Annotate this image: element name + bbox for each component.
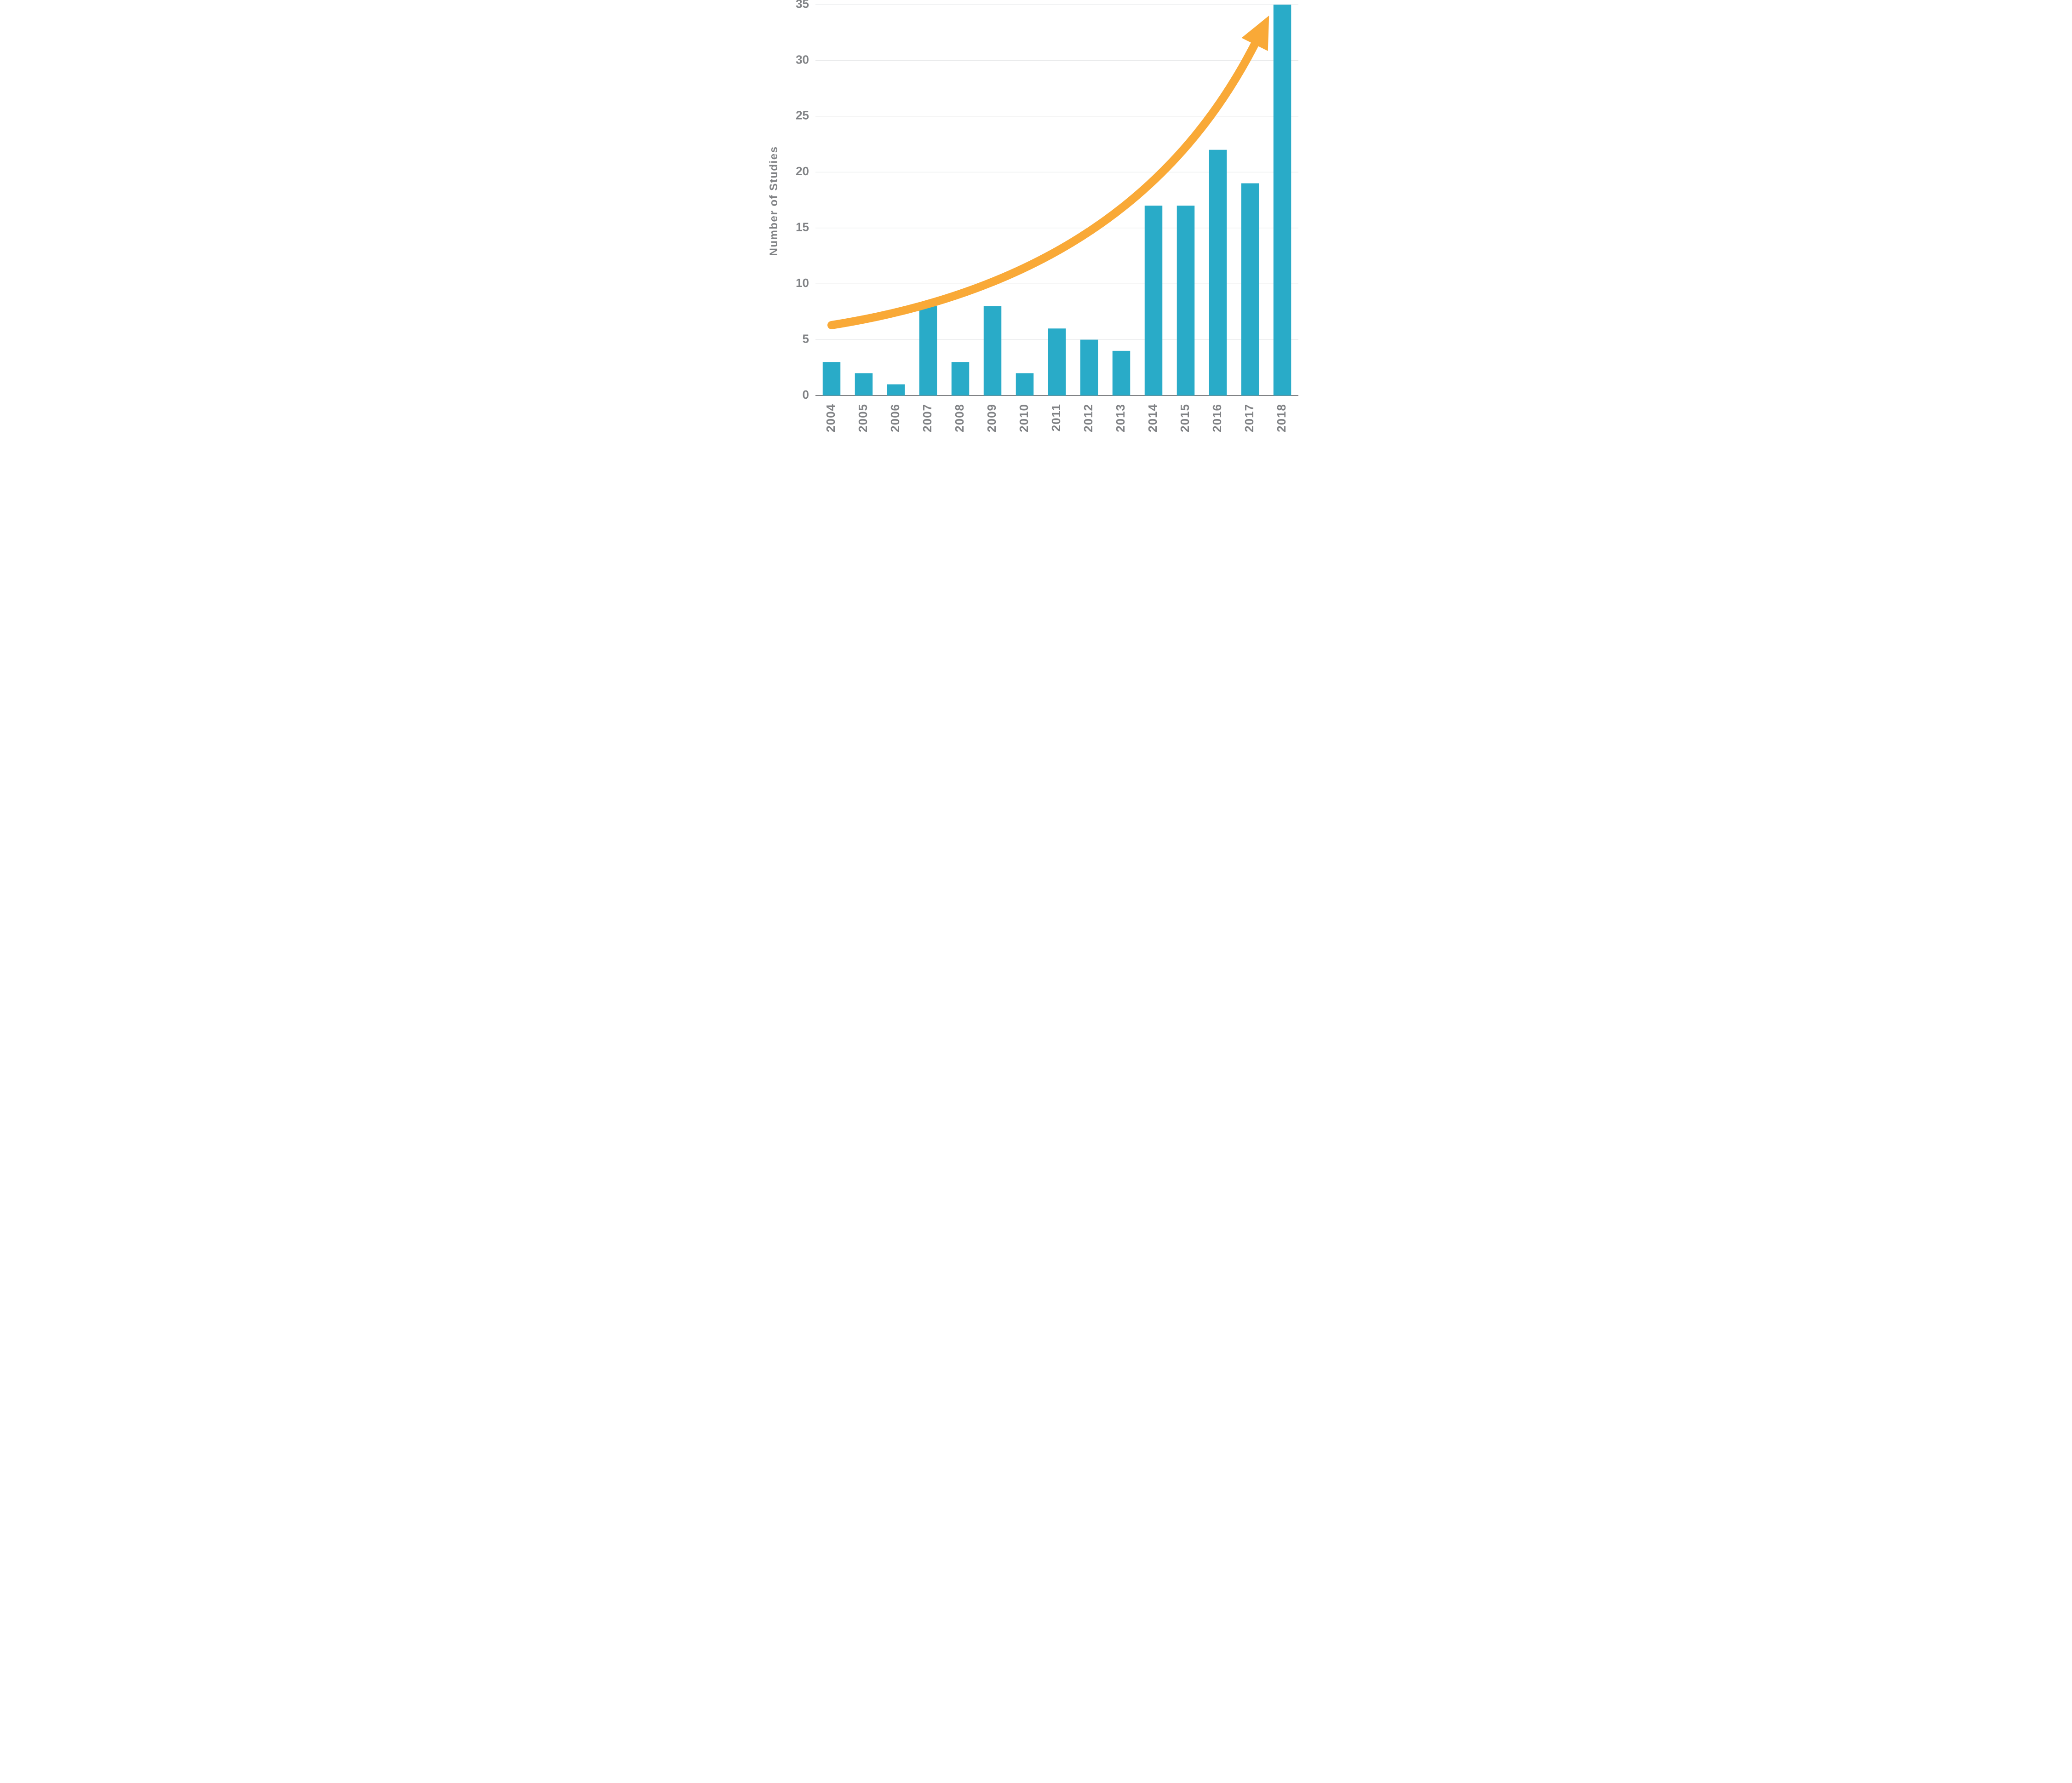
y-tick-label: 30 [796,52,809,66]
bar [983,306,1001,396]
bar [951,362,969,396]
x-tick-label: 2016 [1210,404,1223,432]
x-tick-label: 2012 [1081,404,1095,432]
bar-chart: 0 5 10 15 20 25 30 35 2004 2005 2006 2007 2008 2009 20… [765,0,1308,467]
bar [1144,206,1162,396]
bar [887,384,905,396]
y-tick-label: 20 [796,164,809,178]
bar [1048,328,1066,396]
x-tick-label: 2018 [1274,404,1288,432]
x-tick-label: 2007 [920,404,934,432]
chart-container: Number of Studies 0510152025303520042005… [765,0,1308,467]
bar [1080,340,1098,396]
bar [1177,206,1194,396]
y-tick-label: 0 [802,388,809,401]
bar [1273,5,1291,396]
y-tick-label: 25 [796,109,809,122]
bar [1241,183,1259,396]
x-tick-label: 2004 [823,404,837,432]
x-tick-label: 2005 [855,404,869,432]
x-tick-label: 2009 [984,404,998,432]
bar [1209,150,1227,396]
bar [919,306,937,396]
x-tick-label: 2008 [952,404,966,432]
x-tick-label: 2011 [1049,404,1062,431]
y-tick-label: 5 [802,332,809,345]
x-tick-label: 2015 [1177,404,1191,432]
y-tick-label: 10 [796,276,809,290]
x-tick-label: 2017 [1242,404,1256,432]
bar [1016,373,1033,396]
x-tick-label: 2006 [888,404,901,432]
x-tick-label: 2010 [1016,404,1030,432]
bar [822,362,840,396]
x-tick-label: 2013 [1113,404,1127,432]
y-tick-label: 35 [796,0,809,11]
bar [1112,351,1130,396]
y-tick-label: 15 [796,220,809,234]
x-tick-label: 2014 [1145,404,1159,432]
bar [855,373,872,396]
